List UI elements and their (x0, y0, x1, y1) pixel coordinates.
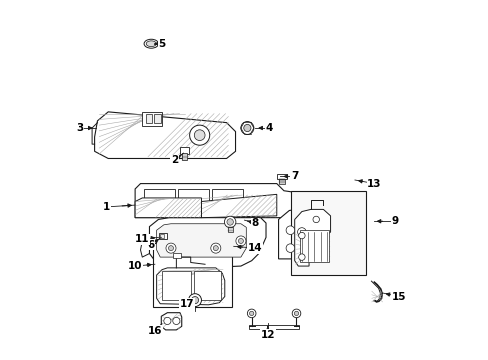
Bar (154, 114, 160, 123)
Text: 15: 15 (391, 292, 405, 302)
Text: 5: 5 (158, 39, 165, 49)
Bar (278, 179, 285, 184)
Bar (153, 243, 231, 307)
Bar (194, 271, 221, 300)
Bar (180, 147, 188, 154)
Text: 11: 11 (135, 234, 149, 244)
Polygon shape (149, 218, 265, 268)
Bar (290, 191, 366, 275)
Text: 3: 3 (76, 123, 83, 133)
Circle shape (210, 243, 221, 253)
Circle shape (235, 236, 245, 246)
Polygon shape (201, 194, 276, 218)
Polygon shape (156, 268, 224, 305)
Circle shape (285, 226, 294, 234)
Circle shape (312, 216, 319, 223)
Ellipse shape (144, 39, 158, 48)
Text: 6: 6 (147, 239, 155, 249)
Polygon shape (294, 210, 330, 266)
Text: 1: 1 (102, 202, 110, 212)
Bar (162, 271, 190, 300)
Bar (173, 253, 180, 258)
Bar (182, 153, 186, 160)
Bar (248, 325, 299, 329)
Polygon shape (135, 184, 323, 218)
Circle shape (168, 246, 173, 251)
Circle shape (247, 309, 255, 318)
Text: 16: 16 (147, 325, 162, 336)
Circle shape (163, 318, 171, 324)
Circle shape (297, 228, 305, 236)
Circle shape (294, 311, 298, 316)
Bar (144, 189, 174, 214)
Circle shape (188, 294, 201, 307)
Bar (145, 114, 152, 123)
Circle shape (172, 318, 180, 324)
Bar (300, 230, 328, 262)
Circle shape (241, 122, 253, 134)
Circle shape (189, 125, 209, 145)
Polygon shape (156, 224, 246, 257)
Circle shape (194, 130, 204, 140)
Circle shape (249, 311, 253, 316)
Bar (212, 189, 242, 214)
Polygon shape (278, 209, 314, 259)
Circle shape (224, 216, 235, 228)
Bar (276, 174, 286, 179)
Circle shape (292, 309, 300, 318)
Circle shape (238, 238, 243, 243)
Text: 17: 17 (180, 299, 194, 309)
Text: 2: 2 (171, 155, 178, 165)
Text: 10: 10 (128, 261, 142, 271)
Text: 14: 14 (247, 243, 262, 253)
Text: 9: 9 (391, 216, 398, 226)
Polygon shape (94, 112, 235, 158)
Circle shape (285, 244, 294, 252)
Circle shape (165, 243, 176, 253)
Circle shape (213, 246, 218, 251)
Circle shape (244, 125, 250, 132)
Text: 12: 12 (260, 330, 274, 340)
Text: 8: 8 (251, 218, 258, 228)
Text: 13: 13 (366, 179, 381, 189)
Circle shape (298, 232, 305, 239)
Bar (178, 189, 208, 214)
Ellipse shape (146, 41, 156, 46)
Polygon shape (135, 198, 201, 218)
Bar (160, 234, 163, 238)
Circle shape (226, 219, 233, 225)
Bar (142, 112, 162, 126)
Bar (227, 227, 232, 232)
Bar (159, 233, 167, 239)
Text: 7: 7 (290, 171, 298, 181)
Circle shape (298, 254, 305, 260)
Polygon shape (161, 313, 182, 330)
Text: 4: 4 (265, 123, 273, 133)
Circle shape (191, 297, 198, 304)
